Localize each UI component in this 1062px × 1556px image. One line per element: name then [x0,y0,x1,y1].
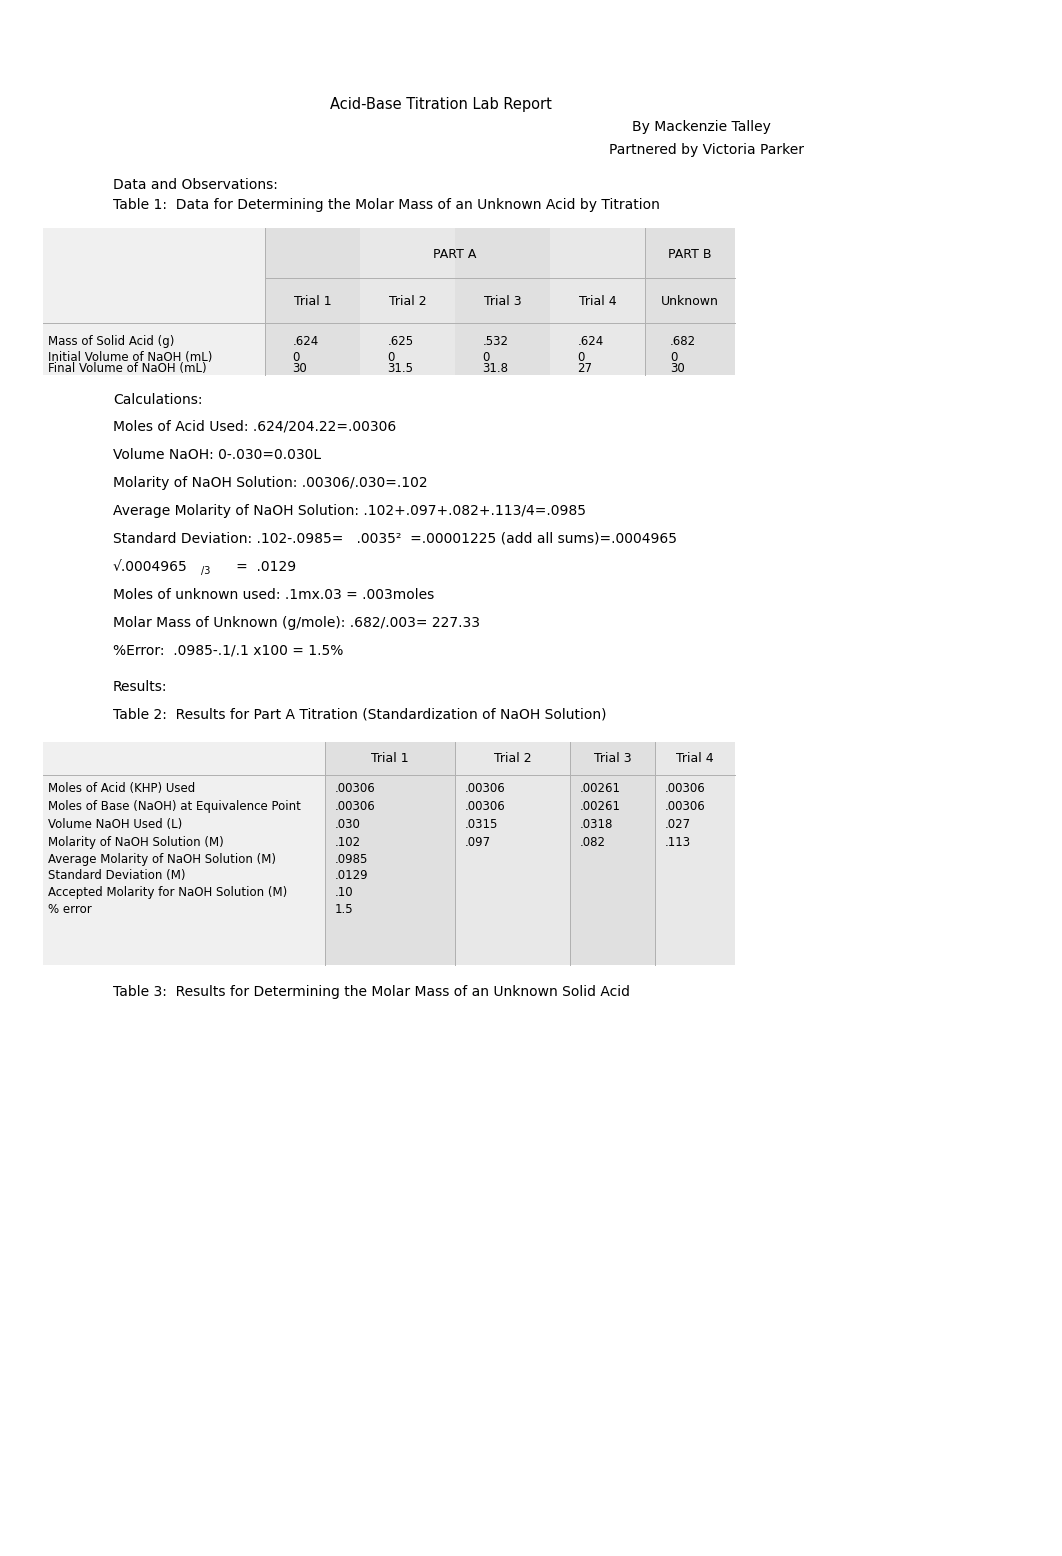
Text: Initial Volume of NaOH (mL): Initial Volume of NaOH (mL) [48,352,212,364]
Text: Trial 2: Trial 2 [389,296,426,308]
Text: .624: .624 [292,335,319,349]
Text: 31.5: 31.5 [388,363,413,375]
Text: .00261: .00261 [580,800,621,812]
Text: Average Molarity of NaOH Solution: .102+.097+.082+.113/4=.0985: Average Molarity of NaOH Solution: .102+… [113,504,586,518]
Text: Trial 4: Trial 4 [579,296,616,308]
Text: Trial 1: Trial 1 [294,296,331,308]
Text: Moles of unknown used: .1mx.03 = .003moles: Moles of unknown used: .1mx.03 = .003mol… [113,588,434,602]
Text: Table 1:  Data for Determining the Molar Mass of an Unknown Acid by Titration: Table 1: Data for Determining the Molar … [113,198,660,212]
Text: Trial 4: Trial 4 [676,752,714,766]
Text: Table 3:  Results for Determining the Molar Mass of an Unknown Solid Acid: Table 3: Results for Determining the Mol… [113,985,630,999]
Text: 0: 0 [670,352,678,364]
Text: .10: .10 [335,885,354,899]
Bar [550,229,645,375]
Text: % error: % error [48,902,91,916]
Text: 30: 30 [292,363,307,375]
Text: Mass of Solid Acid (g): Mass of Solid Acid (g) [48,335,174,349]
Text: .00306: .00306 [665,800,706,812]
Text: PART B: PART B [668,247,712,261]
Text: .00306: .00306 [335,783,376,795]
Text: Data and Observations:: Data and Observations: [113,177,278,191]
Text: .102: .102 [335,836,361,850]
Text: 27: 27 [578,363,593,375]
Text: .0315: .0315 [465,818,498,831]
Text: Moles of Acid (KHP) Used: Moles of Acid (KHP) Used [48,783,195,795]
Bar [655,742,735,965]
Text: =  .0129: = .0129 [223,560,296,574]
Bar [570,742,655,965]
Text: %Error:  .0985-.1/.1 x100 = 1.5%: %Error: .0985-.1/.1 x100 = 1.5% [113,644,343,658]
Text: Molarity of NaOH Solution (M): Molarity of NaOH Solution (M) [48,836,224,850]
Text: .097: .097 [465,836,491,850]
Text: 0: 0 [482,352,490,364]
Bar [42,742,325,965]
Text: Unknown: Unknown [661,296,719,308]
Text: Volume NaOH: 0-.030=0.030L: Volume NaOH: 0-.030=0.030L [113,448,321,462]
Text: .00306: .00306 [465,800,506,812]
Bar [360,229,455,375]
Text: .00306: .00306 [465,783,506,795]
Text: Accepted Molarity for NaOH Solution (M): Accepted Molarity for NaOH Solution (M) [48,885,287,899]
Text: 30: 30 [670,363,685,375]
Text: .682: .682 [670,335,696,349]
Text: .027: .027 [665,818,691,831]
Text: Final Volume of NaOH (mL): Final Volume of NaOH (mL) [48,363,207,375]
Bar [455,229,550,375]
Text: Results:: Results: [113,680,168,694]
Text: .0985: .0985 [335,853,369,867]
Text: 0: 0 [388,352,395,364]
Text: .624: .624 [578,335,604,349]
Text: By Mackenzie Talley: By Mackenzie Talley [632,120,771,134]
Text: Molar Mass of Unknown (g/mole): .682/.003= 227.33: Molar Mass of Unknown (g/mole): .682/.00… [113,616,480,630]
Text: Moles of Acid Used: .624/204.22=.00306: Moles of Acid Used: .624/204.22=.00306 [113,420,396,434]
Text: Calculations:: Calculations: [113,394,203,408]
Text: Molarity of NaOH Solution: .00306/.030=.102: Molarity of NaOH Solution: .00306/.030=.… [113,476,428,490]
Text: .030: .030 [335,818,361,831]
Text: .082: .082 [580,836,606,850]
Bar [455,742,570,965]
Text: 0: 0 [292,352,299,364]
Bar [266,229,360,375]
Bar [325,742,455,965]
Text: .0129: .0129 [335,868,369,882]
Text: Trial 3: Trial 3 [594,752,631,766]
Text: Volume NaOH Used (L): Volume NaOH Used (L) [48,818,183,831]
Text: PART A: PART A [433,247,477,261]
Text: Standard Deviation: .102-.0985=   .0035²  =.00001225 (add all sums)=.0004965: Standard Deviation: .102-.0985= .0035² =… [113,532,676,546]
Text: Trial 1: Trial 1 [372,752,409,766]
Text: Trial 3: Trial 3 [483,296,521,308]
Text: 1.5: 1.5 [335,902,354,916]
Text: Partnered by Victoria Parker: Partnered by Victoria Parker [609,143,804,157]
Text: .00261: .00261 [580,783,621,795]
Text: Average Molarity of NaOH Solution (M): Average Molarity of NaOH Solution (M) [48,853,276,867]
Bar [42,229,266,375]
Text: .00306: .00306 [665,783,706,795]
Bar [42,229,735,375]
Text: 0: 0 [578,352,585,364]
Bar [42,742,735,965]
Text: Table 2:  Results for Part A Titration (Standardization of NaOH Solution): Table 2: Results for Part A Titration (S… [113,708,606,722]
Bar [645,229,735,375]
Text: Moles of Base (NaOH) at Equivalence Point: Moles of Base (NaOH) at Equivalence Poin… [48,800,301,812]
Text: .00306: .00306 [335,800,376,812]
Text: .0318: .0318 [580,818,614,831]
Text: 31.8: 31.8 [482,363,509,375]
Text: Trial 2: Trial 2 [494,752,531,766]
Text: .532: .532 [482,335,509,349]
Text: /3: /3 [201,566,210,576]
Text: .625: .625 [388,335,413,349]
Text: .113: .113 [665,836,691,850]
Text: Acid-Base Titration Lab Report: Acid-Base Titration Lab Report [330,96,552,112]
Text: √.0004965: √.0004965 [113,560,188,574]
Text: Standard Deviation (M): Standard Deviation (M) [48,868,186,882]
